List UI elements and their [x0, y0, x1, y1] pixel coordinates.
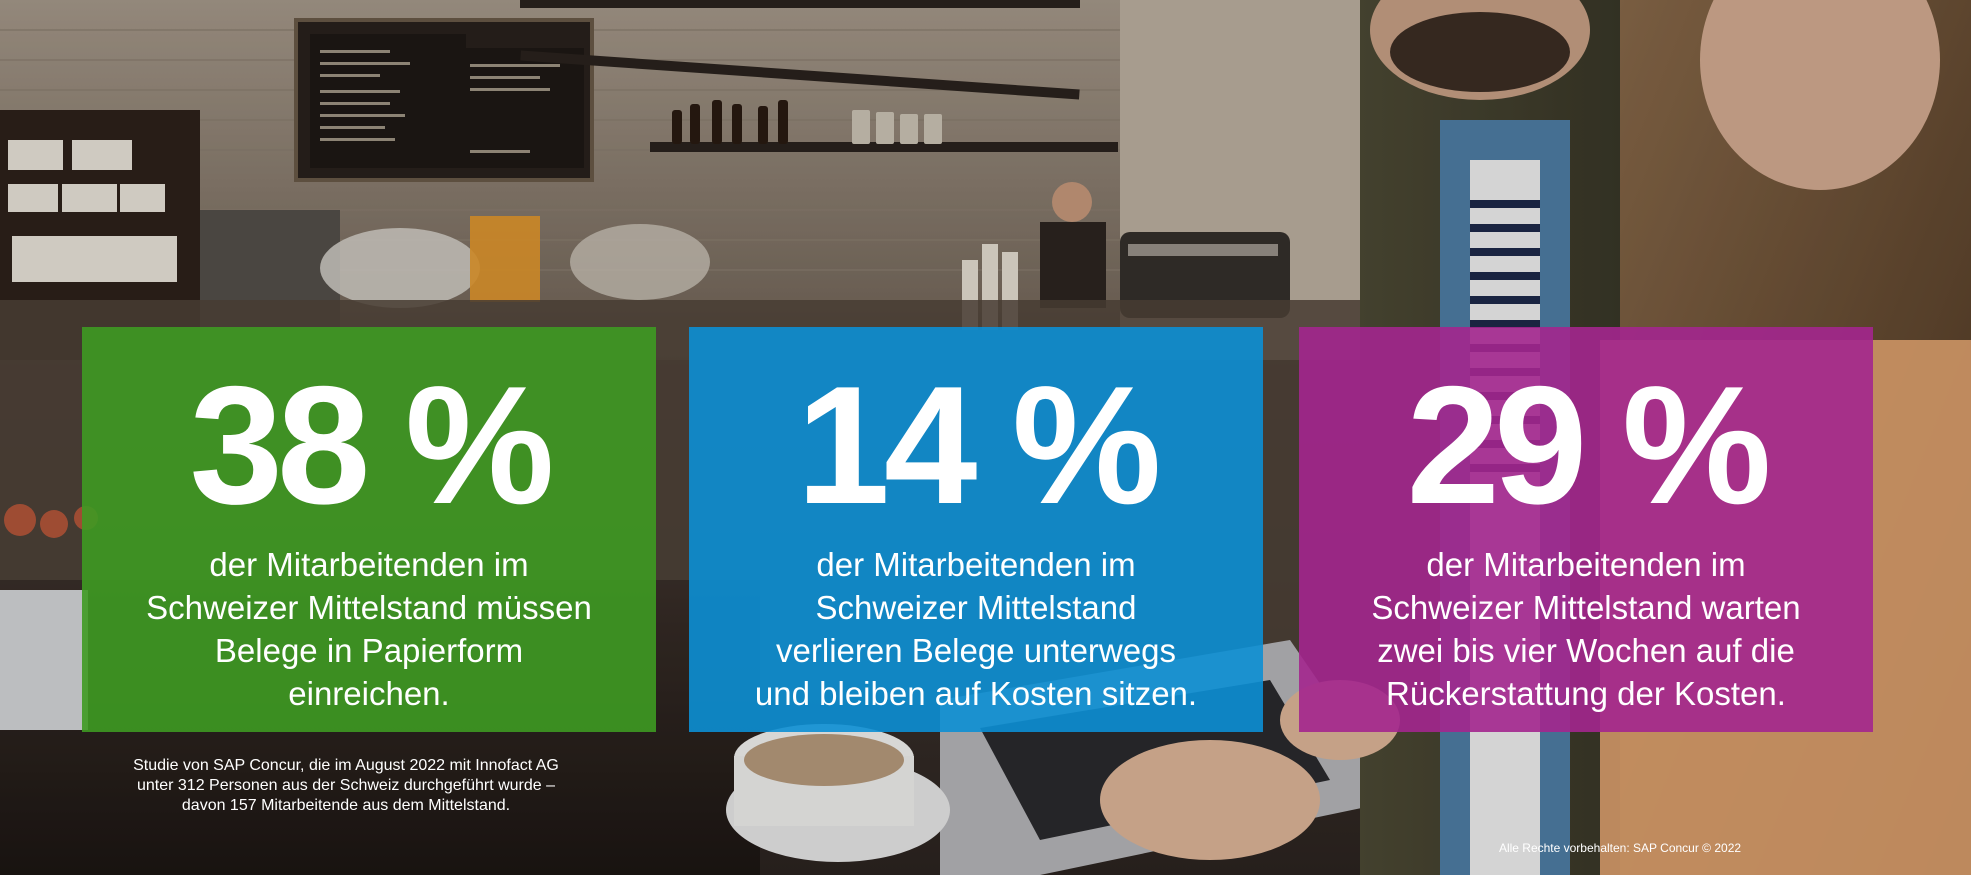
stat-description: der Mitarbeitenden im Schweizer Mittelst… — [754, 546, 1198, 712]
stat-description: der Mitarbeitenden im Schweizer Mittelst… — [146, 546, 592, 712]
stat-percentage: 29 % — [1406, 351, 1772, 539]
stat-percentage: 14 % — [796, 351, 1162, 539]
stat-percentage: 38 % — [189, 351, 555, 539]
stat-card-lost-receipts: 14 % der Mitarbeitenden im Schweizer Mit… — [689, 327, 1263, 732]
stat-description: der Mitarbeitenden im Schweizer Mittelst… — [1371, 546, 1801, 712]
copyright-notice: Alle Rechte vorbehalten: SAP Concur © 20… — [1498, 841, 1742, 855]
stat-card-paper-receipts: 38 % der Mitarbeitenden im Schweizer Mit… — [82, 327, 656, 732]
study-footnote: Studie von SAP Concur, die im August 202… — [133, 757, 559, 814]
stat-card-reimbursement-wait: 29 % der Mitarbeitenden im Schweizer Mit… — [1299, 327, 1873, 732]
